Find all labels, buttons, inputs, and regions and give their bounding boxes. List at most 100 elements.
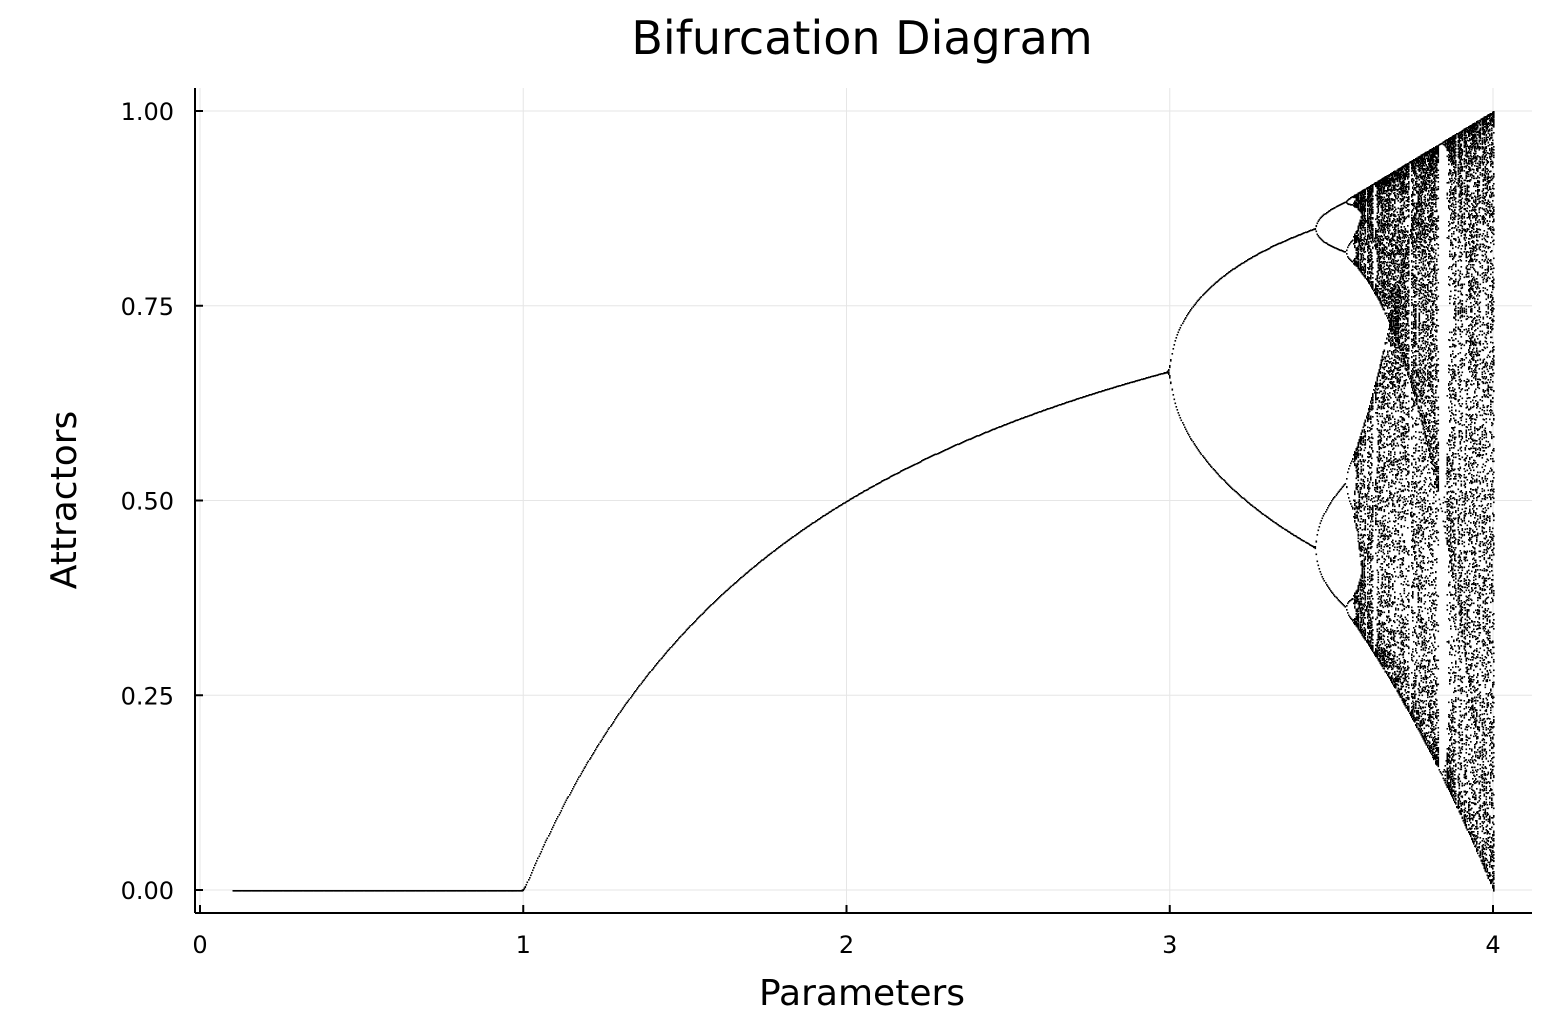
series-0-column-341: [591, 755, 593, 757]
series-0-column-901: [1179, 327, 1182, 419]
series-0-column-1033: [1318, 219, 1321, 570]
series-0-column-1108: [1397, 168, 1400, 694]
y-tick-label-1: 0.25: [121, 682, 174, 710]
series-0-column-708: [976, 435, 979, 437]
series-0-column-795: [1068, 401, 1070, 403]
series-0-column-1077: [1364, 188, 1367, 641]
series-0-column-1071: [1358, 192, 1361, 632]
series-0-column-937: [1217, 280, 1220, 476]
series-0-column-1100: [1389, 174, 1391, 680]
series-0-column-494: [751, 567, 754, 570]
series-0-column-1188: [1481, 118, 1484, 865]
series-0-column-307: [555, 820, 557, 822]
series-0-column-980: [1262, 250, 1265, 516]
series-0-column-1130: [1420, 154, 1423, 736]
series-0-column-294: [541, 848, 544, 851]
series-0-column-1067: [1354, 194, 1356, 626]
series-0-column-484: [741, 576, 743, 579]
series-0-column-297: [544, 841, 547, 844]
series-0-column-947: [1228, 271, 1230, 487]
series-0-column-391: [643, 679, 646, 681]
series-0-column-523: [782, 543, 784, 546]
series-0-column-935: [1215, 281, 1218, 474]
series-0-column-610: [873, 485, 876, 487]
series-0-column-337: [586, 762, 589, 764]
series-0-column-362: [613, 721, 615, 723]
series-0-column-912: [1191, 307, 1193, 442]
series-0-column-124: [362, 890, 365, 892]
series-0-column-904: [1183, 320, 1185, 426]
series-0-column-331: [580, 773, 583, 775]
series-0-column-1145: [1436, 145, 1438, 766]
y-axis-ticks: 0.00 0.25 0.50 0.75 1.00: [121, 98, 203, 905]
series-0-column-426: [680, 635, 682, 638]
series-0-column-1049: [1335, 206, 1338, 599]
series-0-column-361: [612, 722, 614, 725]
series-0-column-971: [1253, 255, 1256, 509]
series-0-column-384: [636, 688, 638, 691]
x-tick-label-4: 4: [1485, 931, 1500, 959]
series-0-column-298: [545, 839, 548, 842]
series-0-column-1036: [1321, 215, 1324, 578]
series-0-column-1162: [1454, 134, 1456, 804]
series-0-column-977: [1259, 252, 1262, 513]
series-0-column-410: [663, 654, 666, 657]
series-0-column-984: [1267, 248, 1269, 519]
series-0-column-416: [669, 647, 672, 649]
series-0-column-364: [615, 717, 617, 720]
series-0-column-339: [589, 758, 591, 761]
series-0-column-895: [1173, 344, 1176, 401]
series-0-column-960: [1241, 262, 1244, 499]
series-0-column-928: [1208, 288, 1210, 465]
series-0-column-355: [605, 732, 608, 734]
series-0-column-285: [532, 869, 534, 872]
series-0-column-1184: [1477, 120, 1479, 855]
series-0-column-958: [1239, 264, 1242, 497]
series-0-column-824: [1098, 391, 1101, 393]
series-0-column-338: [587, 760, 590, 763]
series-0-column-373: [624, 704, 627, 706]
series-0-column-1106: [1395, 170, 1397, 689]
series-0-column-997: [1280, 242, 1283, 528]
series-0-column-1044: [1330, 209, 1332, 592]
series-0-column-448: [703, 611, 706, 614]
series-0-column-305: [553, 824, 555, 827]
series-0-column-1135: [1425, 151, 1428, 746]
series-0-column-1063: [1350, 197, 1352, 620]
series-0-column-270: [516, 890, 518, 892]
series-0-column-918: [1197, 299, 1200, 451]
x-tick-label-0: 0: [192, 931, 207, 959]
series-0-column-1061: [1348, 198, 1350, 617]
series-0-column-942: [1223, 275, 1225, 481]
series-0-column-474: [730, 585, 733, 588]
x-tick-label-2: 2: [839, 931, 854, 959]
series-0-column-815: [1089, 394, 1091, 396]
series-0-column-1089: [1377, 180, 1380, 661]
series-0-column-970: [1252, 256, 1254, 508]
series-0-column-678: [945, 449, 947, 451]
y-tick-label-0: 0.00: [121, 877, 174, 905]
series-0-column-1110: [1399, 167, 1402, 698]
series-0-column-1178: [1471, 124, 1473, 841]
series-0-column-1048: [1334, 207, 1336, 598]
series-0-column-281: [528, 879, 530, 881]
series-0-column-278: [524, 886, 527, 889]
series-0-column-896: [1174, 340, 1177, 405]
series-0-column-336: [585, 764, 588, 766]
series-0-column-976: [1258, 252, 1261, 513]
series-0-column-334: [583, 767, 586, 770]
series-0-column-342: [592, 753, 594, 756]
series-0-column-304: [552, 826, 554, 829]
series-0-column-311: [559, 812, 562, 814]
series-0-column-1013: [1297, 234, 1300, 539]
series-0-column-993: [1276, 243, 1279, 526]
series-0-column-1082: [1370, 185, 1372, 650]
series-0-column-202: [444, 890, 447, 892]
series-0-column-737: [1007, 423, 1009, 425]
series-0-column-994: [1277, 243, 1280, 526]
series-0-column-966: [1248, 258, 1250, 504]
series-0-column-1157: [1449, 137, 1451, 793]
series-0-column-930: [1210, 286, 1212, 468]
series-0-column-1004: [1288, 238, 1290, 533]
series-0-column-975: [1257, 253, 1260, 512]
